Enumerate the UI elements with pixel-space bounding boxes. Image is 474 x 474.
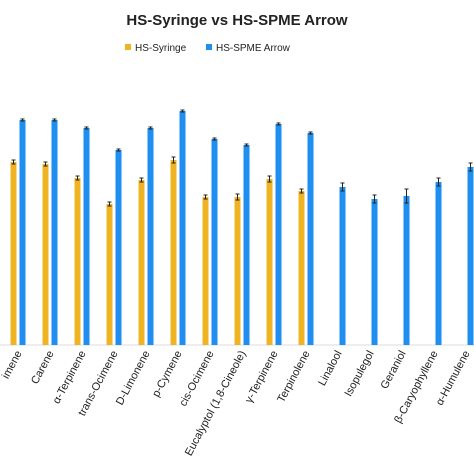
bar — [435, 182, 442, 345]
bar — [243, 145, 250, 345]
error-bar — [180, 109, 185, 113]
error-bar — [212, 137, 217, 141]
error-bar — [171, 156, 176, 164]
x-tick-label: Terpinolene — [275, 349, 312, 405]
error-bar — [20, 118, 25, 122]
error-bar — [84, 126, 89, 130]
bar — [403, 196, 410, 345]
legend-swatch — [206, 44, 212, 50]
error-bar — [436, 177, 441, 187]
error-bar — [75, 175, 80, 181]
error-bar — [244, 143, 249, 147]
error-bar — [468, 162, 473, 172]
x-tick-label: α-Humulene — [434, 349, 473, 408]
error-bar — [372, 194, 377, 204]
bar — [339, 187, 346, 345]
error-bar — [43, 161, 48, 167]
error-bar — [148, 126, 153, 130]
error-bar — [267, 175, 272, 183]
x-tick-label: p-Cymene — [150, 349, 184, 399]
bar — [147, 128, 154, 345]
bar — [275, 124, 282, 345]
error-bar — [52, 118, 57, 122]
bar — [467, 167, 474, 345]
x-tick-label: Isopulegol — [343, 349, 377, 399]
error-bar — [340, 182, 345, 192]
bar — [307, 133, 314, 345]
bar — [298, 191, 305, 345]
bar — [42, 164, 49, 345]
x-tick-label: imene — [0, 349, 25, 381]
legend-label: HS-SPME Arrow — [216, 43, 291, 54]
error-bar — [299, 188, 304, 194]
bar — [179, 111, 186, 345]
bar — [170, 160, 177, 345]
bar — [74, 178, 81, 345]
bar — [115, 150, 122, 345]
x-tick-label: α-Terpinene — [51, 349, 89, 406]
bar — [106, 204, 113, 345]
error-bar — [11, 159, 16, 165]
bar — [266, 179, 273, 345]
error-bar — [107, 201, 112, 207]
error-bar — [203, 194, 208, 200]
bar — [234, 197, 241, 345]
x-tick-label: D-Limonene — [114, 349, 153, 408]
x-tick-label: Carene — [29, 349, 57, 386]
bar — [138, 180, 145, 345]
error-bar — [308, 131, 313, 135]
legend-label: HS-Syringe — [135, 43, 187, 54]
error-bar — [276, 122, 281, 126]
bar — [83, 128, 90, 345]
bar — [51, 120, 58, 345]
error-bar — [116, 148, 121, 152]
bar — [371, 199, 378, 345]
x-tick-label: Eucalyptol (1,8-Cineole) — [183, 349, 249, 458]
bar — [211, 139, 218, 345]
bar — [202, 197, 209, 345]
error-bar — [139, 177, 144, 183]
bar — [19, 120, 26, 345]
x-tick-label: Geraniol — [379, 349, 409, 391]
chart-title: HS-Syringe vs HS-SPME Arrow — [126, 12, 347, 29]
bar — [10, 162, 17, 345]
x-tick-label: γ-Terpinene — [243, 349, 281, 405]
error-bar — [404, 188, 409, 204]
x-tick-label: Linalool — [316, 349, 344, 388]
error-bar — [235, 193, 240, 201]
legend-swatch — [125, 44, 131, 50]
